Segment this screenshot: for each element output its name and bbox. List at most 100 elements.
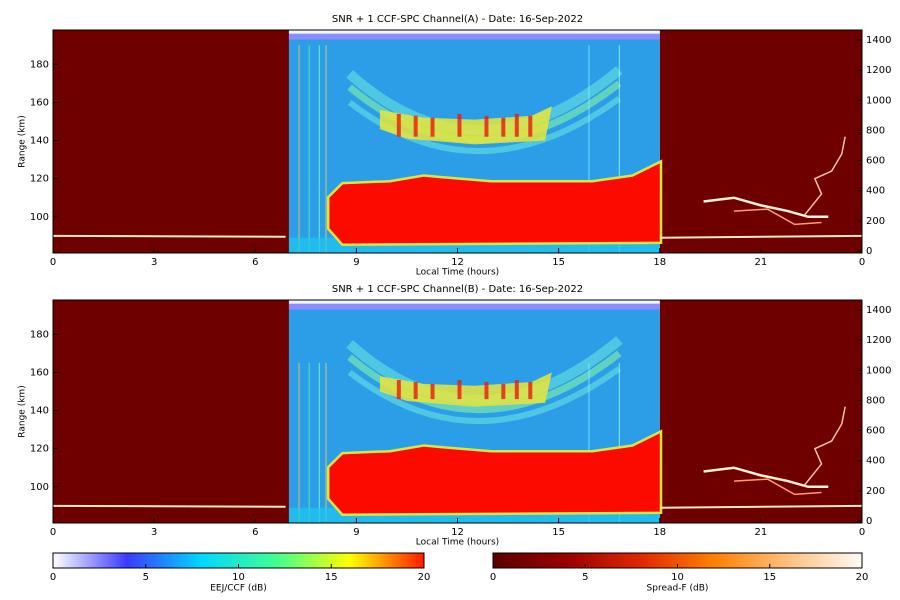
colorbar-tick-label: 20	[856, 572, 869, 583]
echo-hot	[457, 113, 462, 137]
y-tick-label: 120	[30, 444, 49, 455]
x-tick-label: 18	[653, 527, 666, 538]
chart-title: SNR + 1 CCF-SPC Channel(B) - Date: 16-Se…	[332, 284, 583, 295]
colorbar-label: EEJ/CCF (dB)	[210, 584, 267, 594]
blob	[329, 433, 660, 514]
y-tick-label: 100	[30, 482, 49, 493]
echo-hot	[501, 383, 506, 400]
echo-hot	[396, 113, 401, 137]
y2-tick-label: 400	[866, 186, 885, 197]
x-tick-label: 6	[252, 527, 258, 538]
echo-hot	[501, 117, 506, 137]
colorbar-tick-label: 10	[232, 572, 245, 583]
plot-area	[53, 300, 862, 523]
y-tick-label: 140	[30, 406, 49, 417]
x-tick-label: 9	[353, 257, 359, 268]
y2-tick-label: 1000	[866, 95, 891, 106]
x-tick-label: 12	[451, 527, 464, 538]
y-axis-label: Range (km)	[18, 385, 28, 437]
echo-hot	[396, 380, 401, 400]
colorbar-label: Spread-F (dB)	[647, 584, 709, 594]
trace-right	[659, 234, 862, 239]
top-band	[288, 33, 660, 40]
spread-f	[804, 406, 846, 486]
echo-hot	[430, 117, 435, 137]
echo-hot	[413, 381, 418, 400]
echo-core	[379, 372, 552, 407]
trace-right	[659, 504, 862, 509]
echo-hot	[514, 380, 519, 400]
colorbar-tick-label: 0	[490, 572, 496, 583]
x-tick-label: 3	[151, 527, 157, 538]
echo-hot	[484, 381, 489, 400]
top-white	[288, 30, 660, 34]
night-right	[659, 300, 862, 523]
colorbar-tick-label: 5	[143, 572, 149, 583]
x-tick-label: 0	[50, 527, 56, 538]
blob	[329, 163, 660, 244]
echo-hot	[413, 115, 418, 137]
y2-tick-label: 600	[866, 156, 885, 167]
x-tick-label: 0	[50, 257, 56, 268]
top-band	[288, 303, 660, 310]
spread-f	[703, 196, 829, 219]
y-tick-label: 160	[30, 97, 49, 108]
y2-tick-label: 1400	[866, 35, 891, 46]
echo-hot	[528, 381, 533, 400]
x-tick-label: 6	[252, 257, 258, 268]
echo-hot	[430, 383, 435, 400]
trace-left	[53, 504, 286, 508]
x-tick-label: 15	[552, 527, 565, 538]
colorbar-tick-label: 20	[418, 572, 431, 583]
echo-hot	[457, 380, 462, 400]
spread-f	[804, 136, 846, 216]
x-tick-label: 21	[755, 527, 768, 538]
y2-tick-label: 1200	[866, 65, 891, 76]
x-tick-label: 12	[451, 257, 464, 268]
x-tick-label: 15	[552, 257, 565, 268]
y2-tick-label: 0	[866, 516, 872, 527]
y2-tick-label: 400	[866, 456, 885, 467]
trace-left	[53, 234, 286, 238]
night-right	[659, 30, 862, 253]
y2-tick-label: 0	[866, 246, 872, 257]
x-tick-label: 0	[859, 527, 865, 538]
colorbar-tick-label: 10	[671, 572, 684, 583]
echo-hot	[528, 115, 533, 137]
echo-hot	[514, 113, 519, 137]
y2-tick-label: 600	[866, 426, 885, 437]
y2-tick-label: 1400	[866, 305, 891, 316]
night-left	[53, 300, 289, 523]
colorbar-tick-label: 15	[325, 572, 338, 583]
y2-tick-label: 1000	[866, 365, 891, 376]
y-tick-label: 180	[30, 59, 49, 70]
x-axis-label: Local Time (hours)	[416, 538, 499, 548]
plot-area	[53, 30, 862, 253]
colorbar-tick-label: 0	[50, 572, 56, 583]
y-tick-label: 180	[30, 329, 49, 340]
spread-f	[733, 478, 822, 496]
echo-hot	[484, 115, 489, 137]
x-tick-label: 18	[653, 257, 666, 268]
colorbar-tick-label: 5	[582, 572, 588, 583]
top-white	[288, 300, 660, 304]
y-axis-label: Range (km)	[18, 115, 28, 167]
y-tick-label: 100	[30, 212, 49, 223]
chart-title: SNR + 1 CCF-SPC Channel(A) - Date: 16-Se…	[332, 14, 583, 25]
y2-tick-label: 1200	[866, 335, 891, 346]
y2-tick-label: 200	[866, 216, 885, 227]
y-tick-label: 120	[30, 174, 49, 185]
night-left	[53, 30, 289, 253]
x-axis-label: Local Time (hours)	[416, 268, 499, 278]
y2-tick-label: 800	[866, 125, 885, 136]
x-tick-label: 0	[859, 257, 865, 268]
spread-f	[703, 466, 829, 489]
spread-f	[733, 208, 822, 226]
x-tick-label: 21	[755, 257, 768, 268]
y-tick-label: 140	[30, 136, 49, 147]
x-tick-label: 9	[353, 527, 359, 538]
y2-tick-label: 200	[866, 486, 885, 497]
x-tick-label: 3	[151, 257, 157, 268]
y-tick-label: 160	[30, 367, 49, 378]
